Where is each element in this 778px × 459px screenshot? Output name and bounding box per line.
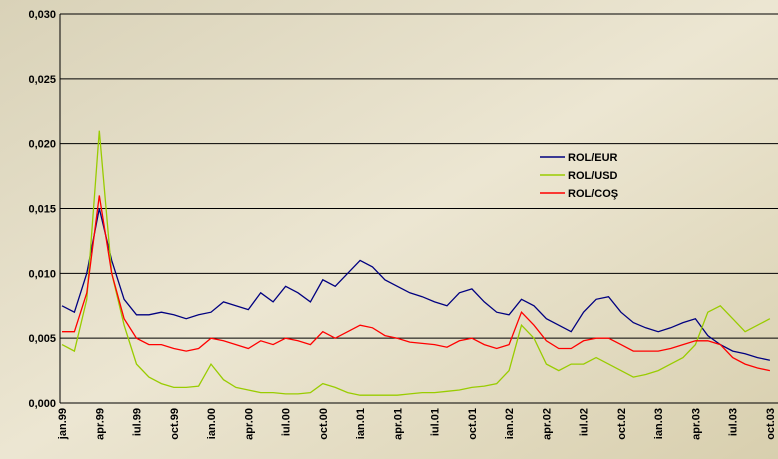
x-tick-label: jan.99	[57, 408, 69, 440]
x-tick-label: oct.02	[616, 408, 628, 440]
x-tick-label: oct.03	[765, 408, 777, 440]
y-tick-label: 0,000	[28, 398, 56, 410]
legend-label: ROL/EUR	[568, 152, 618, 164]
y-tick-label: 0,015	[28, 204, 56, 216]
x-tick-label: ian.01	[355, 408, 367, 439]
series-line	[61, 130, 771, 396]
x-tick-label: ian.00	[206, 408, 218, 439]
x-tick-label: ian.02	[504, 408, 516, 439]
x-tick-label: apr.00	[243, 408, 255, 440]
y-tick-label: 0,020	[28, 139, 56, 151]
series-line	[61, 208, 771, 361]
y-tick-label: 0,005	[28, 333, 56, 345]
x-tick-label: iul.03	[728, 408, 740, 436]
y-tick-label: 0,030	[28, 9, 56, 21]
x-tick-label: iul.02	[579, 408, 591, 436]
x-tick-label: ian.03	[653, 408, 665, 439]
x-tick-label: apr.01	[392, 408, 404, 440]
x-tick-label: oct.99	[169, 408, 181, 440]
x-tick-label: oct.01	[467, 408, 479, 440]
series-line	[62, 195, 771, 372]
x-tick-label: iul.99	[132, 408, 144, 436]
x-tick-label: iul.01	[430, 408, 442, 436]
x-tick-label: oct.00	[318, 408, 330, 440]
legend-label: ROL/USD	[568, 170, 618, 182]
x-tick-label: apr.03	[690, 408, 702, 440]
y-tick-label: 0,010	[28, 268, 56, 280]
legend-label: ROL/COŞ	[568, 188, 618, 200]
x-tick-label: apr.99	[94, 408, 106, 440]
y-tick-label: 0,025	[28, 74, 56, 86]
x-tick-label: iul.00	[281, 408, 293, 436]
x-tick-label: apr.02	[541, 408, 553, 440]
